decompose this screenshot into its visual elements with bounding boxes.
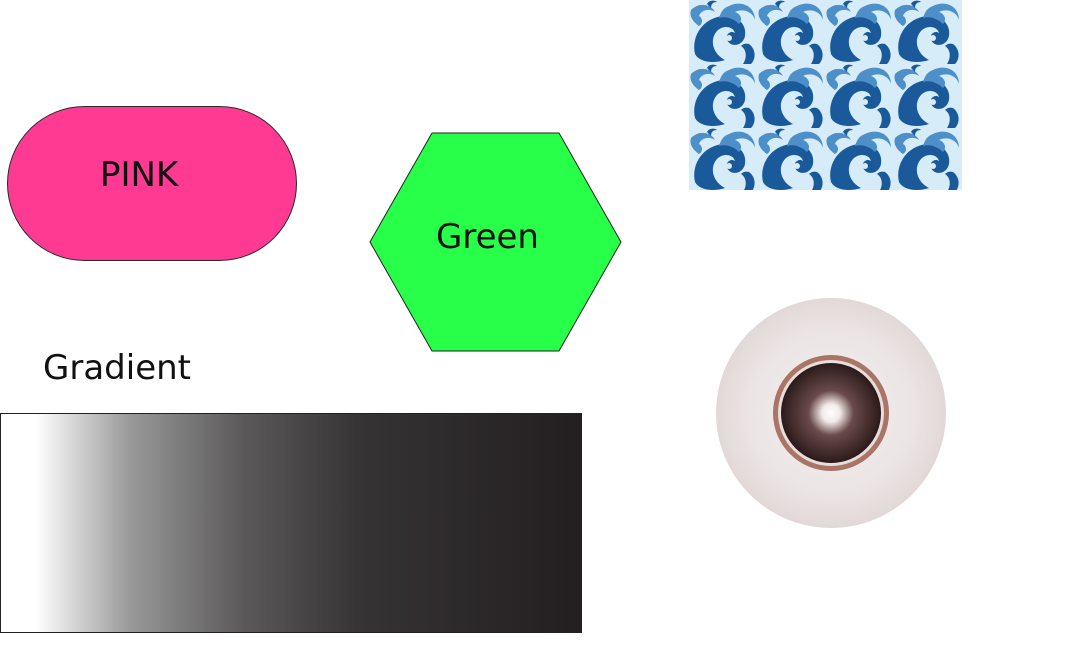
green-label: Green [436,217,539,257]
blue-swirl-pattern [689,0,962,190]
gradient-rectangle [0,413,582,633]
eyeball-graphic [716,298,946,528]
gradient-label: Gradient [43,348,191,388]
pink-label: PINK [100,155,179,195]
pink-rounded-rect [7,106,297,261]
green-hexagon [369,132,622,352]
